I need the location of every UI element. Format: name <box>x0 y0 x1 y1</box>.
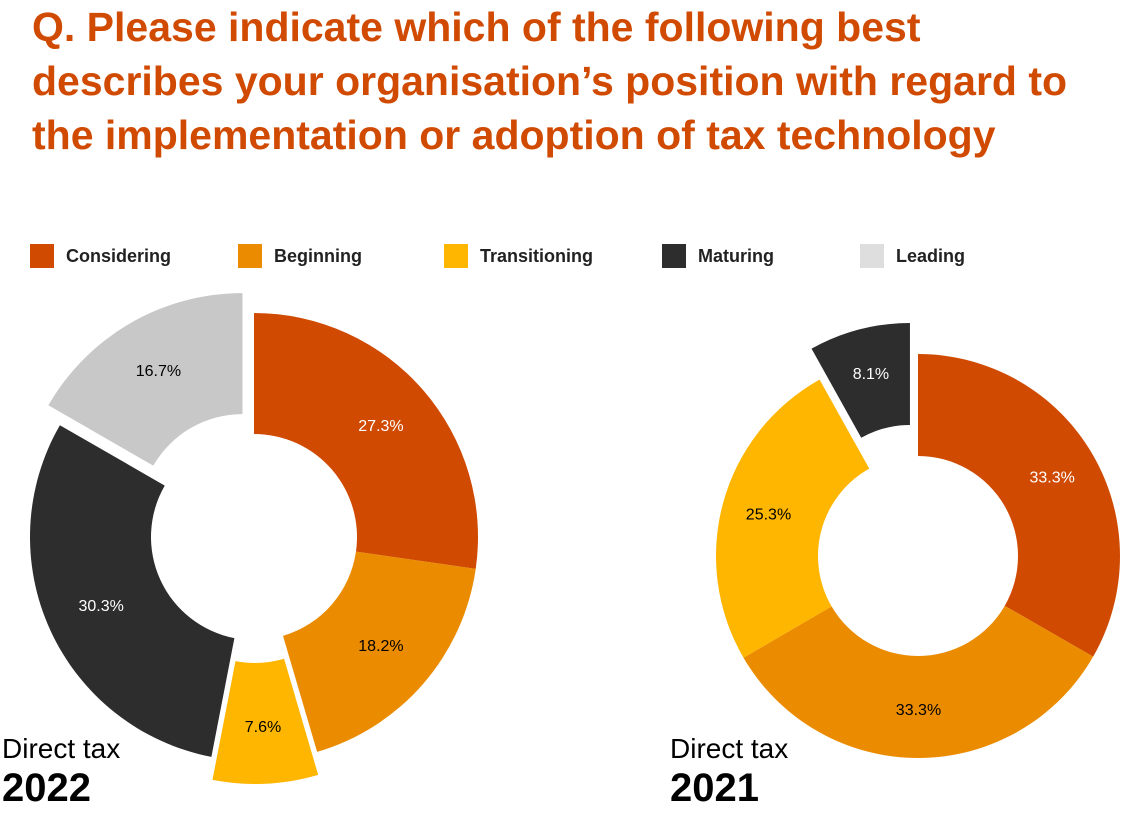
slice-beginning <box>743 605 1094 758</box>
slice-maturing <box>29 425 235 757</box>
chart-caption-year: 2021 <box>670 766 759 810</box>
slice-label-beginning: 18.2% <box>358 638 403 655</box>
legend-item-beginning: Beginning <box>238 243 362 269</box>
slice-beginning <box>283 551 476 752</box>
slice-maturing <box>811 323 910 438</box>
slice-label-transitioning: 7.6% <box>245 719 281 736</box>
chart-caption-subtitle: Direct tax <box>670 733 789 764</box>
slice-label-maturing: 30.3% <box>78 598 123 615</box>
legend-label-leading: Leading <box>896 245 966 266</box>
slice-considering <box>254 313 478 569</box>
legend-item-considering: Considering <box>30 243 171 269</box>
chart-title: Q. Please indicate which of the followin… <box>32 4 1068 158</box>
legend: Considering Beginning Transitioning Matu… <box>30 243 1090 269</box>
slice-label-beginning: 33.3% <box>896 702 941 719</box>
legend-swatch-considering <box>30 244 54 268</box>
chart-caption-year: 2022 <box>2 766 91 810</box>
chart-caption-subtitle: Direct tax <box>2 733 121 764</box>
chart-caption-2022: Direct tax 2022 <box>2 733 120 811</box>
slice-leading <box>48 293 243 466</box>
legend-swatch-transitioning <box>444 244 468 268</box>
slice-considering <box>918 354 1120 657</box>
slice-label-transitioning: 25.3% <box>746 506 791 523</box>
slice-transitioning <box>212 658 319 784</box>
legend-item-transitioning: Transitioning <box>444 243 593 269</box>
legend-label-maturing: Maturing <box>698 245 774 266</box>
slice-transitioning <box>716 379 870 658</box>
slice-label-leading: 16.7% <box>136 363 181 380</box>
legend-label-transitioning: Transitioning <box>480 245 594 266</box>
legend-label-beginning: Beginning <box>274 245 362 266</box>
slice-label-maturing: 8.1% <box>853 366 889 383</box>
legend-item-leading: Leading <box>860 243 965 269</box>
donut-chart-2022: 27.3% 18.2% 7.6% 30.3% 16.7% <box>29 293 478 784</box>
legend-swatch-beginning <box>238 244 262 268</box>
slice-label-considering: 33.3% <box>1029 470 1074 487</box>
legend-swatch-maturing <box>662 244 686 268</box>
legend-swatch-leading <box>860 244 884 268</box>
legend-item-maturing: Maturing <box>662 243 774 269</box>
chart-caption-2021: Direct tax 2021 <box>670 733 788 811</box>
legend-label-considering: Considering <box>66 245 172 266</box>
donut-chart-2021: 33.3% 33.3% 25.3% 8.1% <box>716 323 1120 758</box>
slice-label-considering: 27.3% <box>358 418 403 435</box>
